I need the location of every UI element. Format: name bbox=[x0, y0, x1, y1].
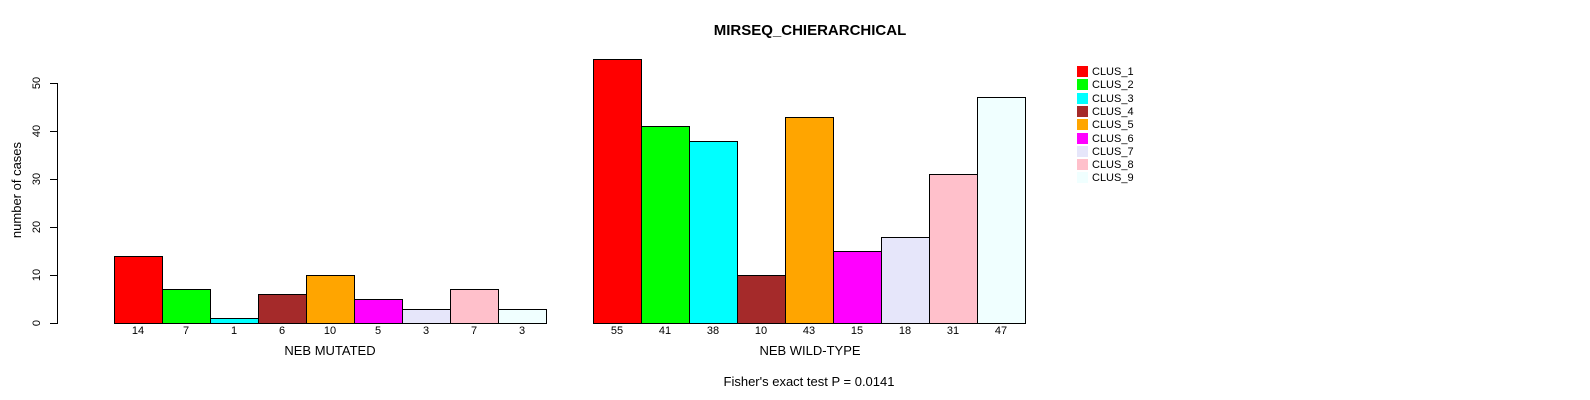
bar-clus_2 bbox=[162, 289, 211, 324]
bar-clus_2 bbox=[641, 126, 690, 324]
bar-value-label: 15 bbox=[850, 325, 864, 337]
bar-clus_9 bbox=[977, 97, 1026, 324]
legend-label-clus_1: CLUS_1 bbox=[1092, 66, 1134, 78]
bar-value-label: 43 bbox=[802, 325, 816, 337]
y-axis-tick-label: 0 bbox=[31, 319, 43, 327]
legend-label-clus_2: CLUS_2 bbox=[1092, 79, 1134, 91]
y-axis-line bbox=[57, 83, 58, 324]
x-axis-label-neb-wild-type: NEB WILD-TYPE bbox=[759, 343, 861, 358]
legend-label-clus_6: CLUS_6 bbox=[1092, 133, 1134, 145]
bar-clus_8 bbox=[929, 174, 978, 324]
y-axis-tick bbox=[50, 227, 57, 228]
bar-clus_5 bbox=[785, 117, 834, 324]
bar-clus_4 bbox=[737, 275, 786, 324]
legend-label-clus_7: CLUS_7 bbox=[1092, 146, 1134, 158]
legend-swatch-clus_9 bbox=[1077, 172, 1088, 183]
bar-value-label: 3 bbox=[422, 325, 430, 337]
bar-value-label: 10 bbox=[754, 325, 768, 337]
y-axis-label: number of cases bbox=[9, 141, 24, 239]
bar-clus_3 bbox=[689, 141, 738, 324]
bar-clus_7 bbox=[881, 237, 930, 324]
y-axis-tick-label: 20 bbox=[31, 220, 43, 234]
legend-label-clus_5: CLUS_5 bbox=[1092, 119, 1134, 131]
bar-clus_7 bbox=[402, 309, 451, 324]
bar-clus_3 bbox=[210, 318, 259, 324]
chart-title: MIRSEQ_CHIERARCHICAL bbox=[713, 22, 907, 39]
bar-clus_6 bbox=[833, 251, 882, 324]
legend-swatch-clus_6 bbox=[1077, 133, 1088, 144]
bar-value-label: 1 bbox=[230, 325, 238, 337]
bar-value-label: 5 bbox=[374, 325, 382, 337]
legend-label-clus_9: CLUS_9 bbox=[1092, 172, 1134, 184]
legend-swatch-clus_7 bbox=[1077, 146, 1088, 157]
bar-clus_1 bbox=[593, 59, 642, 324]
bar-value-label: 55 bbox=[610, 325, 624, 337]
bar-value-label: 6 bbox=[278, 325, 286, 337]
bar-clus_6 bbox=[354, 299, 403, 324]
bar-clus_5 bbox=[306, 275, 355, 324]
bar-value-label: 7 bbox=[182, 325, 190, 337]
legend-swatch-clus_2 bbox=[1077, 79, 1088, 90]
bar-clus_1 bbox=[114, 256, 163, 324]
bar-value-label: 18 bbox=[898, 325, 912, 337]
legend-swatch-clus_3 bbox=[1077, 93, 1088, 104]
legend-label-clus_8: CLUS_8 bbox=[1092, 159, 1134, 171]
bar-value-label: 38 bbox=[706, 325, 720, 337]
bar-value-label: 7 bbox=[470, 325, 478, 337]
y-axis-tick-label: 10 bbox=[31, 268, 43, 282]
bar-value-label: 47 bbox=[994, 325, 1008, 337]
bar-value-label: 41 bbox=[658, 325, 672, 337]
fisher-test-caption: Fisher's exact test P = 0.0141 bbox=[723, 374, 895, 389]
legend-swatch-clus_5 bbox=[1077, 119, 1088, 130]
y-axis-tick bbox=[50, 83, 57, 84]
legend-swatch-clus_8 bbox=[1077, 159, 1088, 170]
y-axis-tick bbox=[50, 131, 57, 132]
legend-label-clus_3: CLUS_3 bbox=[1092, 93, 1134, 105]
bar-clus_9 bbox=[498, 309, 547, 324]
legend-swatch-clus_4 bbox=[1077, 106, 1088, 117]
legend-swatch-clus_1 bbox=[1077, 66, 1088, 77]
y-axis-tick-label: 50 bbox=[31, 76, 43, 90]
x-axis-label-neb-mutated: NEB MUTATED bbox=[284, 343, 376, 358]
bar-clus_8 bbox=[450, 289, 499, 324]
bar-value-label: 14 bbox=[131, 325, 145, 337]
bar-value-label: 31 bbox=[946, 325, 960, 337]
y-axis-tick bbox=[50, 323, 57, 324]
bar-clus_4 bbox=[258, 294, 307, 324]
legend-label-clus_4: CLUS_4 bbox=[1092, 106, 1134, 118]
y-axis-tick-label: 40 bbox=[31, 124, 43, 138]
y-axis-tick-label: 30 bbox=[31, 172, 43, 186]
y-axis-tick bbox=[50, 275, 57, 276]
bar-value-label: 3 bbox=[518, 325, 526, 337]
y-axis-tick bbox=[50, 179, 57, 180]
bar-value-label: 10 bbox=[323, 325, 337, 337]
